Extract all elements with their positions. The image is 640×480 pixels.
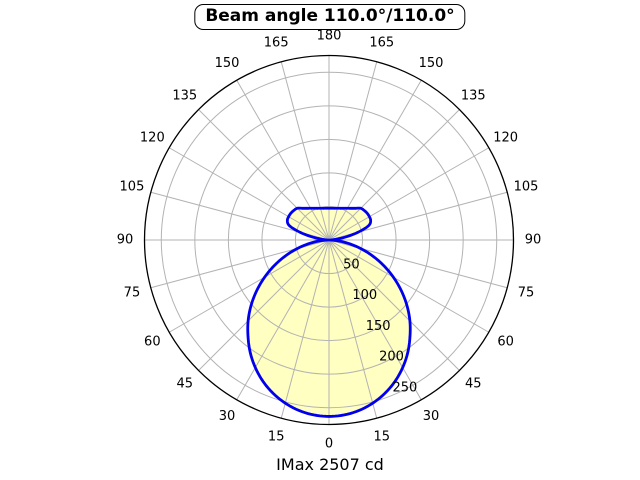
- angle-tick-label: 60: [497, 335, 514, 350]
- angle-tick-label: 45: [465, 377, 482, 392]
- angle-tick-label: 165: [369, 35, 394, 50]
- angle-tick-label: 90: [525, 233, 542, 248]
- radius-tick-label: 200: [379, 350, 404, 365]
- grid-spoke: [328, 61, 378, 241]
- angle-tick-label: 120: [140, 131, 165, 146]
- imax-label: IMax 2507 cd: [276, 455, 384, 474]
- chart-title: Beam angle 110.0°/110.0°: [194, 4, 466, 30]
- grid-spoke: [236, 79, 330, 241]
- radius-tick-label: 50: [343, 257, 360, 272]
- angle-tick-label: 15: [374, 430, 391, 445]
- grid-spoke: [236, 239, 330, 401]
- grid-spoke: [198, 239, 330, 371]
- grid-spoke: [280, 61, 330, 241]
- grid-spoke: [198, 109, 330, 241]
- outer-axis-circle: [143, 54, 515, 426]
- angle-tick-label: 135: [172, 88, 197, 103]
- angle-tick-label: 180: [317, 29, 342, 44]
- angle-tick-label: 165: [264, 35, 289, 50]
- grid-spoke: [328, 239, 460, 371]
- radius-tick-label: 100: [352, 288, 377, 303]
- grid-spoke: [328, 239, 490, 333]
- grid-ring: [227, 138, 431, 342]
- radius-tick-label: 150: [366, 319, 391, 334]
- grid-spoke: [328, 109, 460, 241]
- axis-labels: 0 15 15 30 30 45 45 60 60 75 75 90 90 105 105 120 120 135…: [117, 29, 542, 452]
- angle-tick-label: 150: [419, 56, 444, 71]
- angle-tick-label: 30: [219, 409, 236, 424]
- grid-spoke: [280, 239, 330, 419]
- grid-spoke: [328, 239, 422, 401]
- grid-ring: [294, 205, 364, 275]
- angle-tick-label: 15: [268, 430, 285, 445]
- grid-spoke: [328, 79, 422, 241]
- angle-tick-label: 150: [215, 56, 240, 71]
- angle-tick-label: 105: [120, 180, 145, 195]
- angle-tick-label: 135: [461, 88, 486, 103]
- angle-tick-label: 75: [518, 285, 535, 300]
- grid-spoke: [168, 239, 330, 333]
- grid-spoke: [328, 147, 490, 241]
- grid-ring: [160, 71, 498, 409]
- grid-spoke: [328, 239, 378, 419]
- angle-tick-label: 75: [124, 285, 141, 300]
- angle-tick-label: 105: [514, 180, 539, 195]
- angle-tick-label: 0: [325, 437, 333, 452]
- grid-spoke: [168, 147, 330, 241]
- angle-tick-label: 30: [423, 409, 440, 424]
- intensity-curve: [246, 206, 412, 418]
- angle-tick-label: 120: [493, 131, 518, 146]
- angle-tick-label: 60: [144, 335, 161, 350]
- radius-tick-label: 250: [392, 380, 417, 395]
- grid-ring: [194, 105, 464, 375]
- intensity-curve-line: [246, 206, 412, 418]
- angle-tick-label: 45: [176, 377, 193, 392]
- grid-ring: [261, 172, 397, 308]
- angle-tick-label: 90: [117, 233, 134, 248]
